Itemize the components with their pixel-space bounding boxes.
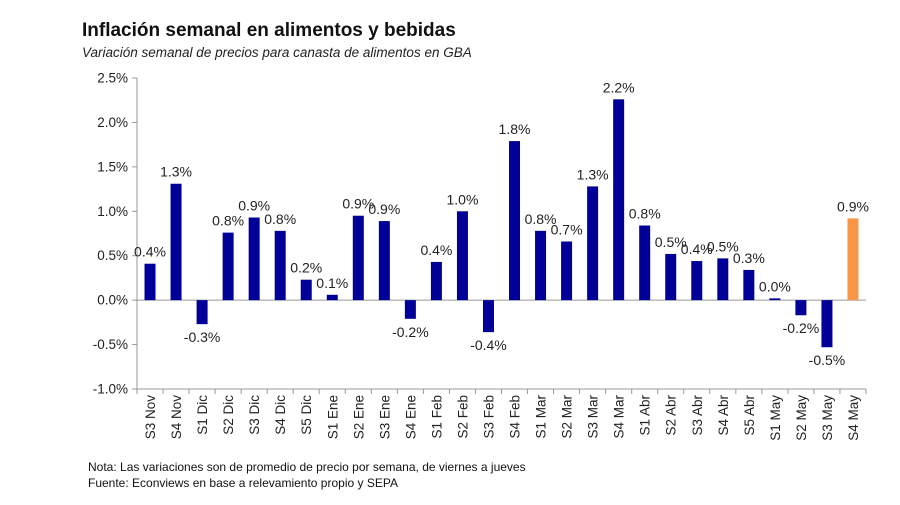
bar (326, 294, 338, 301)
data-label: 0.4% (134, 244, 166, 260)
bar (482, 300, 494, 333)
bar (378, 221, 390, 301)
y-tick-label: 1.5% (97, 159, 128, 174)
y-tick-label: -1.0% (93, 382, 128, 397)
data-label: 0.4% (420, 242, 452, 258)
bar (665, 253, 677, 301)
data-label: 0.0% (759, 278, 791, 294)
x-tick-label: S2 Dic (221, 395, 236, 435)
data-label: 1.0% (446, 191, 478, 207)
data-label: 0.5% (707, 238, 739, 254)
x-tick-label: S3 Nov (143, 395, 158, 440)
x-tick-label: S5 Abr (742, 395, 757, 436)
bar (561, 241, 573, 301)
x-tick-label: S1 Dic (195, 395, 210, 435)
x-tick-label: S5 Dic (299, 395, 314, 435)
x-tick-label: S4 Ene (403, 395, 418, 439)
bar (404, 300, 416, 319)
bar (274, 230, 286, 301)
data-label: 0.2% (290, 260, 322, 276)
bar (769, 298, 781, 301)
x-tick-label: S1 Feb (429, 395, 444, 439)
data-label: -0.2% (392, 324, 429, 340)
x-tick-label: S4 Nov (169, 395, 184, 440)
x-tick-label: S3 Mar (586, 394, 601, 438)
y-tick-label: 2.0% (97, 115, 128, 130)
x-tick-label: S1 Ene (325, 395, 340, 439)
bar (300, 279, 312, 301)
bar (821, 300, 833, 348)
bar (248, 217, 260, 301)
data-label: 0.5% (655, 234, 687, 250)
bar (509, 141, 521, 301)
data-label: -0.2% (783, 320, 820, 336)
y-tick-label: 0.5% (97, 248, 128, 263)
source-text: Fuente: Econviews en base a relevamiento… (88, 476, 398, 490)
data-label: -0.4% (470, 337, 507, 353)
x-tick-label: S4 Abr (716, 395, 731, 436)
chart-title: Inflación semanal en alimentos y bebidas (82, 20, 456, 41)
x-tick-label: S1 May (768, 395, 783, 441)
x-tick-label: S1 Abr (638, 395, 653, 436)
footnotes: Nota: Las variaciones son de promedio de… (88, 459, 526, 491)
chart-subtitle: Variación semanal de precios para canast… (82, 45, 472, 60)
bar (639, 225, 651, 301)
y-tick-label: 1.0% (97, 204, 128, 219)
data-label: 1.3% (160, 164, 192, 180)
y-tick-label: 2.5% (97, 71, 128, 86)
bar (430, 261, 442, 301)
x-tick-label: S4 Feb (508, 395, 523, 439)
x-tick-label: S2 Mar (560, 394, 575, 438)
data-label: 0.8% (629, 206, 661, 222)
x-tick-label: S1 Mar (534, 394, 549, 438)
bar (587, 186, 599, 301)
bar (170, 183, 182, 301)
data-label: 0.8% (525, 211, 557, 227)
bar (743, 269, 755, 301)
data-label: -0.3% (184, 329, 221, 345)
x-tick-label: S3 Abr (690, 395, 705, 436)
bar (456, 211, 468, 301)
x-tick-label: S3 Dic (247, 395, 262, 435)
x-tick-label: S2 Abr (664, 395, 679, 436)
bar (222, 232, 234, 301)
x-tick-label: S2 Ene (351, 395, 366, 439)
x-tick-label: S3 May (820, 395, 835, 441)
x-tick-label: S3 Feb (481, 395, 496, 439)
bar (144, 263, 156, 301)
data-label: 0.1% (316, 275, 348, 291)
x-tick-label: S2 May (794, 395, 809, 441)
data-label: 1.3% (577, 166, 609, 182)
data-label: 0.9% (238, 198, 270, 214)
x-tick-label: S4 Mar (612, 394, 627, 438)
data-label: 0.9% (342, 196, 374, 212)
bar (535, 230, 547, 301)
data-label: 0.9% (837, 198, 869, 214)
data-label: 0.4% (681, 241, 713, 257)
data-label: -0.5% (809, 352, 846, 368)
x-tick-label: S2 Feb (455, 395, 470, 439)
data-label: 0.8% (212, 213, 244, 229)
bar (691, 261, 703, 301)
bar (795, 300, 807, 316)
x-tick-label: S3 Ene (377, 395, 392, 439)
x-tick-label: S4 May (846, 395, 861, 441)
note-text: Nota: Las variaciones son de promedio de… (88, 460, 526, 474)
data-label: 2.2% (603, 79, 635, 95)
bar (613, 99, 625, 301)
bar (196, 300, 208, 325)
data-label: 0.3% (733, 250, 765, 266)
data-label: 0.8% (264, 211, 296, 227)
data-label: 0.7% (551, 221, 583, 237)
bar (847, 218, 859, 301)
x-tick-label: S4 Dic (273, 395, 288, 435)
bar (352, 215, 364, 301)
y-tick-label: -0.5% (93, 337, 128, 352)
data-label: 0.9% (368, 201, 400, 217)
bar (717, 258, 729, 301)
y-tick-label: 0.0% (97, 293, 128, 308)
data-label: 1.8% (499, 121, 531, 137)
